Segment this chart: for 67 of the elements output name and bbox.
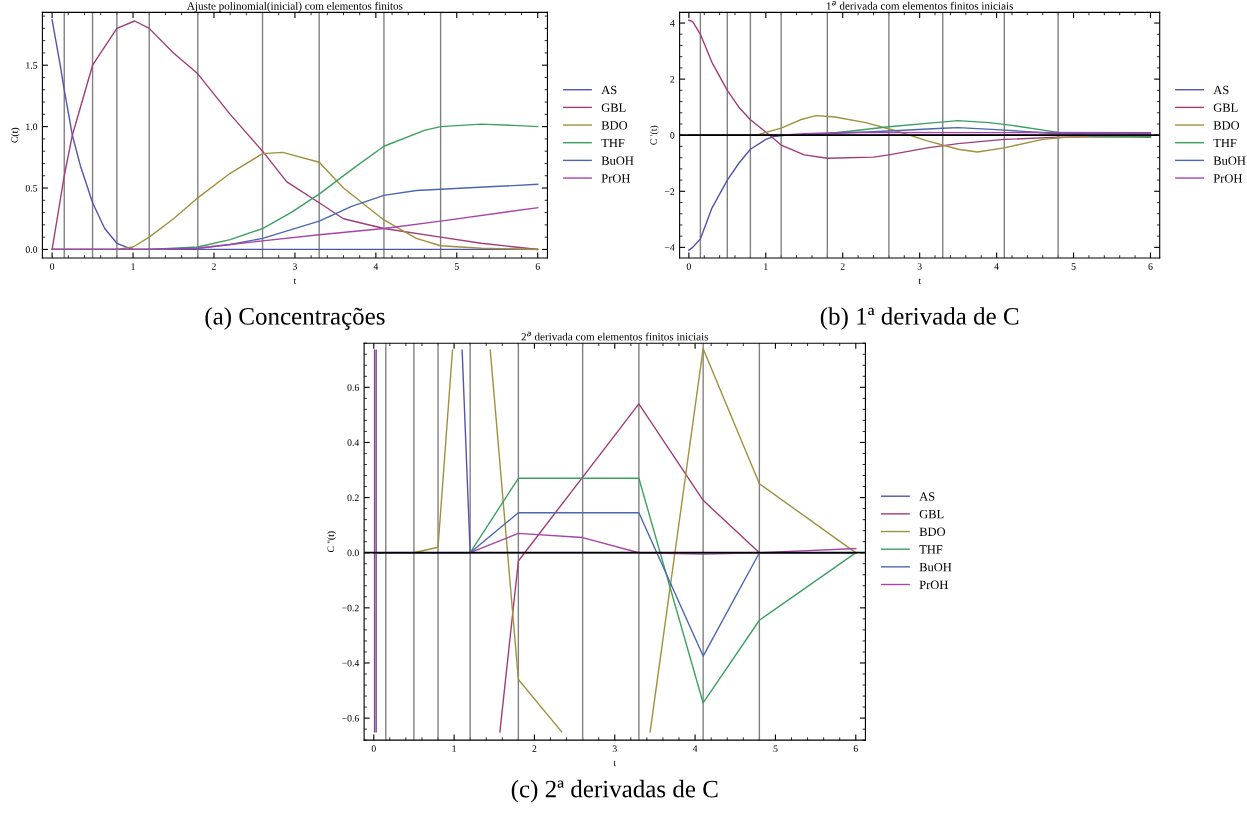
legend-label: BuOH xyxy=(1213,156,1246,165)
legend-label: THF xyxy=(601,138,625,148)
y-tick-label: 2 xyxy=(670,76,675,83)
legend-label: PrOH xyxy=(1213,174,1243,183)
x-tick-label: 0 xyxy=(50,263,55,270)
y-tick-label: 0.4 xyxy=(347,439,360,446)
x-tick-label: 6 xyxy=(1148,263,1153,270)
y-tick-label: 4 xyxy=(670,20,675,27)
text: (b) 1ª derivada de C xyxy=(820,307,1019,330)
x-tick-label: 6 xyxy=(853,745,858,752)
x-tick-label: 2 xyxy=(532,745,537,752)
y-tick-label: −0.2 xyxy=(342,604,359,612)
y-tick-label: −0.4 xyxy=(342,659,360,667)
y-tick-label: 0.2 xyxy=(347,494,359,502)
x-tick-label: 4 xyxy=(692,745,698,752)
x-tick-label: 3 xyxy=(917,263,922,270)
y-tick-label: 0.0 xyxy=(25,246,38,253)
chart-title: 2$^{a}$ derivada com elementos finitos iniciais xyxy=(521,331,709,341)
legend-label: BDO xyxy=(1213,121,1240,130)
x-tick-label: 5 xyxy=(454,263,459,270)
y-tick-label: 1.5 xyxy=(26,62,38,69)
y-tick-label: 0 xyxy=(670,132,675,139)
x-tick-label: 3 xyxy=(292,263,297,270)
legend-label: THF xyxy=(1213,138,1237,148)
legend-label: AS xyxy=(1213,85,1229,95)
x-axis-title: t xyxy=(613,760,617,767)
x-tick-label: 2 xyxy=(211,263,216,270)
legend-label: GBL xyxy=(601,103,626,112)
y-tick-label: 0.6 xyxy=(347,384,359,391)
legend-label: THF xyxy=(919,545,943,554)
x-tick-label: 6 xyxy=(535,263,540,270)
x-tick-label: 1 xyxy=(452,745,456,752)
x-tick-label: 0 xyxy=(371,745,376,752)
legend-label: BDO xyxy=(919,527,946,537)
x-tick-label: 5 xyxy=(773,745,778,752)
y-tick-label: 0.5 xyxy=(25,184,38,192)
legend-label: AS xyxy=(919,492,935,501)
legend-label: AS xyxy=(601,85,617,95)
y-tick-label: −4 xyxy=(664,244,675,251)
y-axis-title: C '(t) xyxy=(650,125,659,145)
legend-label: PrOH xyxy=(601,174,631,183)
legend-label: PrOH xyxy=(919,580,948,590)
x-tick-label: 0 xyxy=(686,263,691,270)
legend-label: GBL xyxy=(919,509,944,519)
legend-label: GBL xyxy=(1213,103,1238,112)
chart-title: 1$^{a}$ derivada com elementos finitos iniciais xyxy=(826,0,1014,10)
x-tick-label: 5 xyxy=(1071,263,1076,270)
x-axis-title: t xyxy=(293,278,297,285)
x-tick-label: 1 xyxy=(764,263,768,270)
y-axis-title: C ''(t) xyxy=(327,531,337,553)
text: (a) Concentrações xyxy=(205,307,385,330)
legend-label: BuOH xyxy=(601,156,634,165)
y-tick-label: −2 xyxy=(664,188,675,195)
y-tick-label: 0.0 xyxy=(347,549,359,557)
y-axis-title: C(t) xyxy=(11,127,20,143)
legend-label: BDO xyxy=(601,121,628,130)
legend-label: BuOH xyxy=(919,562,952,572)
chart-title: Ajuste polinomial(inicial) com elementos finitos xyxy=(187,1,403,12)
text: (c) 2ª derivadas de C xyxy=(511,779,718,803)
x-tick-label: 3 xyxy=(612,745,617,752)
x-tick-label: 4 xyxy=(994,263,999,270)
y-tick-label: 1.0 xyxy=(26,123,38,131)
y-tick-label: −0.6 xyxy=(342,715,359,722)
x-tick-label: 1 xyxy=(131,263,135,270)
x-axis-title: t xyxy=(918,278,921,285)
x-tick-label: 4 xyxy=(373,263,379,270)
x-tick-label: 2 xyxy=(840,263,845,270)
